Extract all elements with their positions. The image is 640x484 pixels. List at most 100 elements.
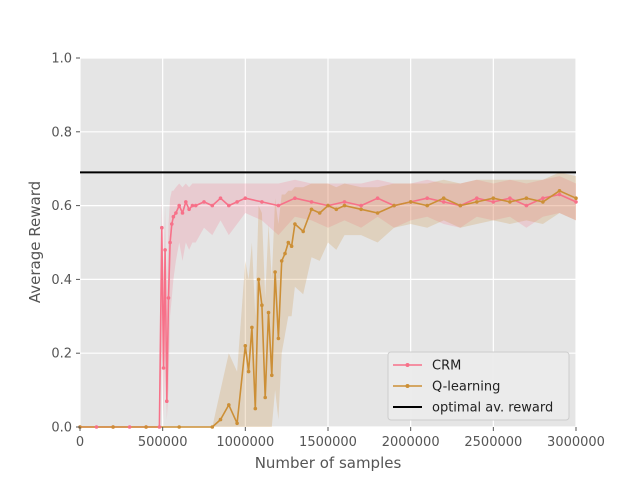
data-point-q-learning [210,425,215,429]
data-point-crm [475,196,479,200]
data-point-crm [491,200,496,204]
x-tick-label: 1500000 [299,435,357,450]
legend: CRM Q-learning optimal av. reward [387,351,570,421]
data-point-q-learning [279,259,284,263]
data-point-crm [375,196,380,200]
y-tick-label: 0.4 [51,273,72,288]
data-point-crm [161,366,166,370]
data-point-q-learning [491,196,496,200]
data-point-crm [157,425,162,429]
data-point-crm [508,196,512,200]
data-point-crm [127,425,132,429]
x-tick-label: 3000000 [547,435,605,450]
data-point-crm [309,200,314,204]
legend-label-q-learning: Q-learning [432,380,500,395]
data-point-crm [180,211,185,215]
x-axis-label: Number of samples [255,454,402,472]
y-axis-label: Average Reward [26,181,44,303]
data-point-q-learning [441,196,446,200]
data-point-crm [293,196,297,200]
y-tick-label: 0.8 [51,125,72,140]
data-point-q-learning [270,373,274,378]
data-point-crm [243,196,248,200]
data-point-q-learning [276,336,281,341]
data-point-crm [168,240,172,245]
data-point-crm [441,200,446,204]
data-point-crm [174,211,178,215]
data-point-q-learning [408,200,413,204]
data-point-q-learning [263,395,268,400]
data-point-crm [190,203,195,208]
data-point-crm [202,200,206,204]
data-point-q-learning [326,203,330,208]
data-point-q-learning [246,369,251,374]
data-point-q-learning [574,196,578,200]
data-point-q-learning [359,207,363,212]
data-point-crm [425,196,430,200]
data-point-q-learning [260,303,264,308]
data-point-crm [160,225,164,230]
data-point-crm [524,203,529,208]
legend-marker-q-learning [405,384,410,388]
data-point-q-learning [541,200,545,204]
data-point-q-learning [289,244,294,248]
y-tick-label: 0.2 [51,347,72,362]
data-point-q-learning [177,425,181,429]
data-point-crm [574,200,578,204]
y-tick-label: 1.0 [51,52,72,67]
data-point-crm [163,248,167,252]
data-point-crm [557,192,562,197]
data-point-q-learning [266,310,271,315]
band-crm [80,176,576,427]
x-tick-label: 500000 [138,435,188,450]
data-point-q-learning [392,203,396,208]
data-point-crm [166,296,171,300]
data-point-crm [177,203,181,208]
data-point-crm [276,203,281,208]
data-point-q-learning [334,207,339,212]
data-point-crm [165,399,169,404]
x-tick-label: 2000000 [382,435,440,450]
data-point-q-learning [273,270,277,274]
data-point-q-learning [144,425,148,429]
x-tick-label: 2500000 [464,435,522,450]
data-point-crm [94,425,99,429]
data-point-q-learning [375,211,380,215]
x-tick-label: 1000000 [216,435,274,450]
data-point-q-learning [342,203,347,208]
data-point-q-learning [425,203,430,208]
series-points [78,189,578,429]
data-point-crm [342,200,347,204]
data-point-q-learning [218,417,223,422]
legend-box [387,351,570,421]
data-point-q-learning [253,406,258,411]
data-point-crm [170,222,174,226]
x-tick-label: 0 [76,435,84,450]
data-point-q-learning [293,222,297,226]
data-point-q-learning [508,200,512,204]
data-point-q-learning [301,229,306,234]
data-point-crm [210,203,215,208]
data-point-crm [171,214,176,219]
data-point-crm [541,196,545,200]
series-line-q-learning [80,190,577,428]
data-point-q-learning [227,403,231,407]
data-point-q-learning [475,200,479,204]
data-point-crm [193,203,198,208]
data-point-crm [187,207,191,212]
data-point-crm [227,203,231,208]
data-point-crm [218,196,223,200]
data-point-q-learning [458,203,463,208]
legend-label-optimal: optimal av. reward [432,401,553,416]
data-point-q-learning [235,421,239,426]
data-point-q-learning [283,251,287,256]
data-point-q-learning [524,196,529,200]
data-point-q-learning [250,325,254,330]
data-point-crm [235,200,239,204]
data-point-q-learning [111,425,115,429]
y-tick-label: 0.6 [51,199,72,214]
tick-labels: 0 500000 1000000 1500000 2000000 2500000 30000… [51,52,605,451]
data-point-q-learning [286,240,291,245]
